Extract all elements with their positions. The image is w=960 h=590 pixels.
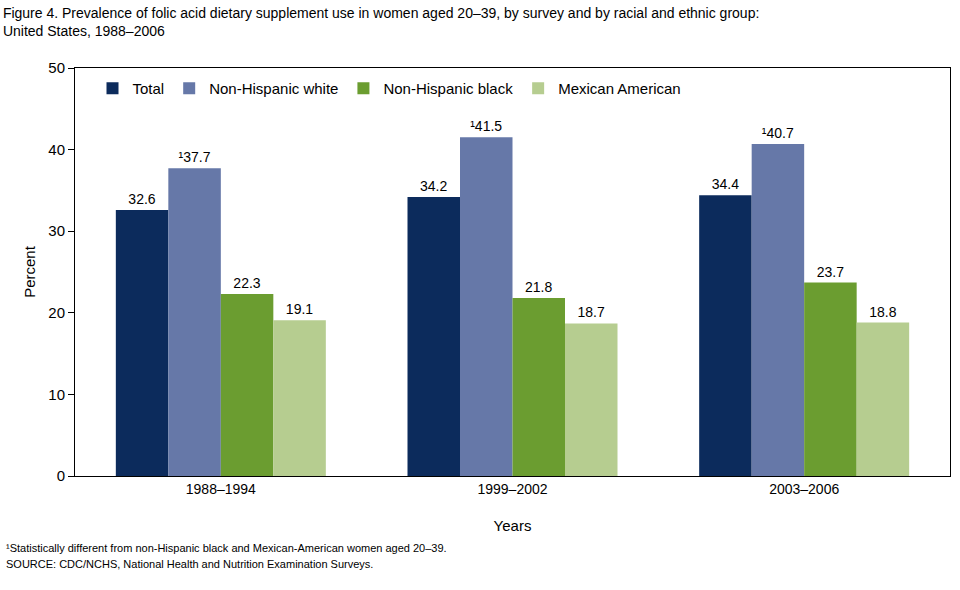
svg-text:0: 0 bbox=[57, 467, 65, 484]
svg-text:Percent: Percent bbox=[21, 245, 38, 298]
svg-text:34.4: 34.4 bbox=[712, 176, 739, 192]
svg-text:21.8: 21.8 bbox=[525, 279, 552, 295]
svg-text:¹40.7: ¹40.7 bbox=[762, 125, 794, 141]
svg-text:50: 50 bbox=[48, 59, 65, 76]
svg-text:Mexican American: Mexican American bbox=[558, 80, 681, 97]
svg-text:34.2: 34.2 bbox=[420, 178, 447, 194]
svg-text:23.7: 23.7 bbox=[817, 264, 844, 280]
svg-text:1988–1994: 1988–1994 bbox=[186, 481, 256, 497]
svg-text:1999–2002: 1999–2002 bbox=[477, 481, 547, 497]
svg-text:30: 30 bbox=[48, 222, 65, 239]
svg-text:40: 40 bbox=[48, 141, 65, 158]
svg-text:¹Statistically different from: ¹Statistically different from non-Hispan… bbox=[6, 542, 447, 554]
svg-text:Non-Hispanic white: Non-Hispanic white bbox=[209, 80, 338, 97]
svg-text:32.6: 32.6 bbox=[128, 191, 155, 207]
svg-text:18.8: 18.8 bbox=[869, 304, 896, 320]
svg-text:22.3: 22.3 bbox=[233, 275, 260, 291]
svg-text:Non-Hispanic black: Non-Hispanic black bbox=[383, 80, 513, 97]
svg-text:2003–2006: 2003–2006 bbox=[769, 481, 839, 497]
svg-text:¹37.7: ¹37.7 bbox=[179, 149, 211, 165]
svg-text:18.7: 18.7 bbox=[578, 304, 605, 320]
svg-text:Total: Total bbox=[133, 80, 165, 97]
svg-text:Figure 4. Prevalence of folic: Figure 4. Prevalence of folic acid dieta… bbox=[3, 5, 759, 39]
svg-text:Years: Years bbox=[494, 517, 532, 534]
svg-text:¹41.5: ¹41.5 bbox=[470, 118, 502, 134]
svg-text:20: 20 bbox=[48, 304, 65, 321]
svg-text:19.1: 19.1 bbox=[286, 301, 313, 317]
svg-text:10: 10 bbox=[48, 386, 65, 403]
svg-text:SOURCE: CDC/NCHS, National Hea: SOURCE: CDC/NCHS, National Health and Nu… bbox=[6, 558, 373, 570]
